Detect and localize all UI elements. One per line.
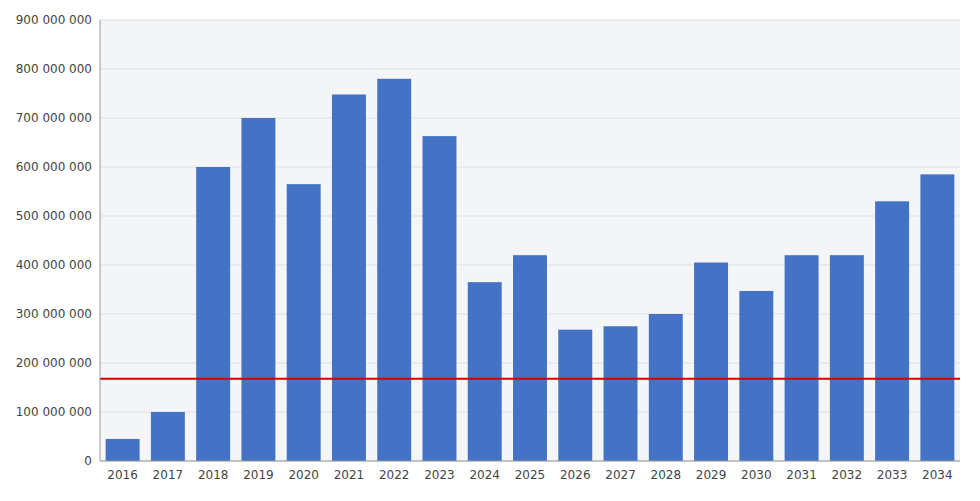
plot-background: [100, 20, 960, 461]
bar: [558, 330, 592, 461]
x-axis-line: [100, 461, 960, 462]
grid-line: [100, 20, 960, 21]
y-axis-line: [100, 20, 101, 461]
bar: [513, 255, 547, 461]
x-tick-label: 2024: [469, 468, 500, 482]
y-tick-label: 100 000 000: [16, 405, 92, 419]
x-tick-label: 2017: [153, 468, 184, 482]
x-tick-label: 2025: [515, 468, 546, 482]
y-tick-label: 600 000 000: [16, 160, 92, 174]
x-tick-label: 2021: [334, 468, 365, 482]
x-tick-label: 2033: [877, 468, 908, 482]
x-tick-label: 2027: [605, 468, 636, 482]
y-tick-label: 900 000 000: [16, 13, 92, 27]
x-tick-label: 2022: [379, 468, 410, 482]
y-tick-label: 300 000 000: [16, 307, 92, 321]
grid-line: [100, 461, 960, 462]
chart-svg: 0 100 000 000 200 000 000 300 000 000 400 00…: [0, 0, 980, 501]
grid: [100, 20, 960, 461]
bar: [151, 412, 185, 461]
bar: [241, 118, 275, 461]
grid-line: [100, 118, 960, 119]
bar: [739, 291, 773, 461]
y-tick-label: 0: [84, 454, 92, 468]
y-tick-label: 400 000 000: [16, 258, 92, 272]
bar: [423, 136, 457, 461]
x-tick-label: 2026: [560, 468, 591, 482]
x-axis-ticks: 2016 2017 2018 2019 2020 2021 2022 2023 2024 2025…: [107, 468, 952, 482]
bar: [830, 255, 864, 461]
x-tick-label: 2018: [198, 468, 229, 482]
x-tick-label: 2016: [107, 468, 138, 482]
bars: [106, 79, 955, 461]
bar: [875, 201, 909, 461]
bar: [377, 79, 411, 461]
bar: [332, 94, 366, 461]
y-axis-ticks: 0 100 000 000 200 000 000 300 000 000 400 00…: [16, 13, 92, 468]
y-tick-label: 200 000 000: [16, 356, 92, 370]
x-tick-label: 2019: [243, 468, 274, 482]
y-tick-label: 700 000 000: [16, 111, 92, 125]
x-tick-label: 2023: [424, 468, 455, 482]
bar: [649, 314, 683, 461]
chart-container: 0 100 000 000 200 000 000 300 000 000 400 00…: [0, 0, 980, 501]
grid-line: [100, 69, 960, 70]
x-tick-label: 2031: [786, 468, 817, 482]
reference-line: [100, 378, 960, 380]
x-tick-label: 2020: [288, 468, 319, 482]
bar: [604, 326, 638, 461]
bar: [287, 184, 321, 461]
bar: [694, 263, 728, 461]
x-tick-label: 2032: [832, 468, 863, 482]
x-tick-label: 2028: [651, 468, 682, 482]
x-tick-label: 2034: [922, 468, 953, 482]
bar: [785, 255, 819, 461]
bar: [920, 174, 954, 461]
bar: [106, 439, 140, 461]
x-tick-label: 2029: [696, 468, 727, 482]
y-tick-label: 500 000 000: [16, 209, 92, 223]
x-tick-label: 2030: [741, 468, 772, 482]
y-tick-label: 800 000 000: [16, 62, 92, 76]
bar: [196, 167, 230, 461]
bar: [468, 282, 502, 461]
